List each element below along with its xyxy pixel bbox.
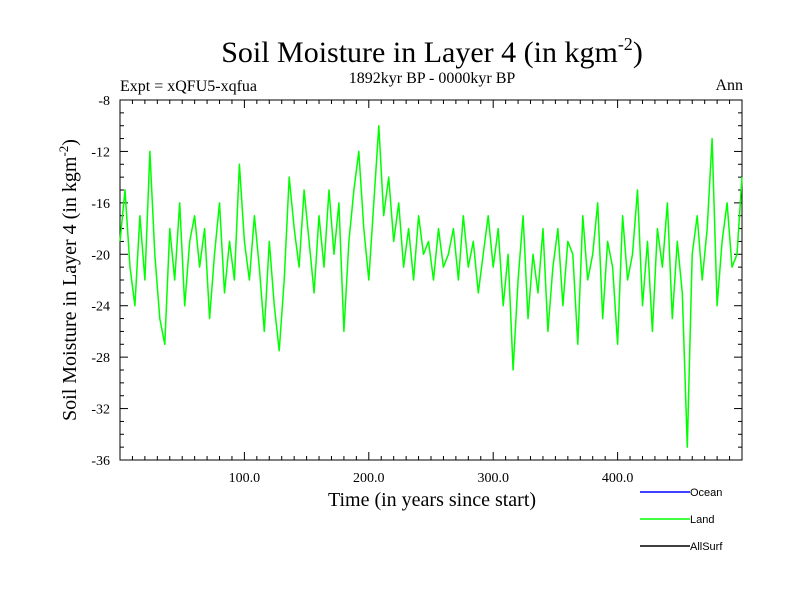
y-tick-label: -36 (91, 454, 110, 469)
y-axis-ticks: -36 -32 -28 -24 -20 -16 -12 -8 (91, 94, 742, 469)
y-tick-label: -24 (91, 300, 110, 315)
y-tick-label: -20 (91, 248, 110, 263)
legend-label-ocean: Ocean (690, 487, 722, 499)
season-label: Ann (715, 77, 743, 94)
legend-label-land: Land (690, 514, 714, 526)
y-tick-label: -32 (91, 403, 110, 418)
chart-title: Soil Moisture in Layer 4 (in kgm-2) (221, 34, 643, 69)
y-tick-label: -16 (91, 197, 110, 212)
legend-label-allsurf: AllSurf (690, 541, 723, 553)
y-tick-label: -12 (91, 145, 110, 160)
plot-frame (119, 99, 743, 461)
series-line-land (119, 124, 743, 448)
experiment-label: Expt = xQFU5-xqfua (120, 78, 257, 95)
y-axis-label: Soil Moisture in Layer 4 (in kgm-2) (56, 139, 81, 421)
x-axis-ticks: 100.0 200.0 300.0 400.0 (131, 100, 731, 486)
x-axis-label: Time (in years since start) (328, 489, 536, 511)
y-tick-label: -8 (98, 94, 110, 109)
x-tick-label: 200.0 (353, 471, 385, 486)
y-tick-label: -28 (91, 351, 110, 366)
legend: Ocean Land AllSurf (640, 487, 723, 553)
time-range-label: 1892kyr BP - 0000kyr BP (349, 70, 516, 87)
x-tick-label: 100.0 (229, 471, 261, 486)
x-tick-label: 300.0 (477, 471, 509, 486)
x-tick-label: 400.0 (602, 471, 634, 486)
series-layer (119, 124, 743, 448)
